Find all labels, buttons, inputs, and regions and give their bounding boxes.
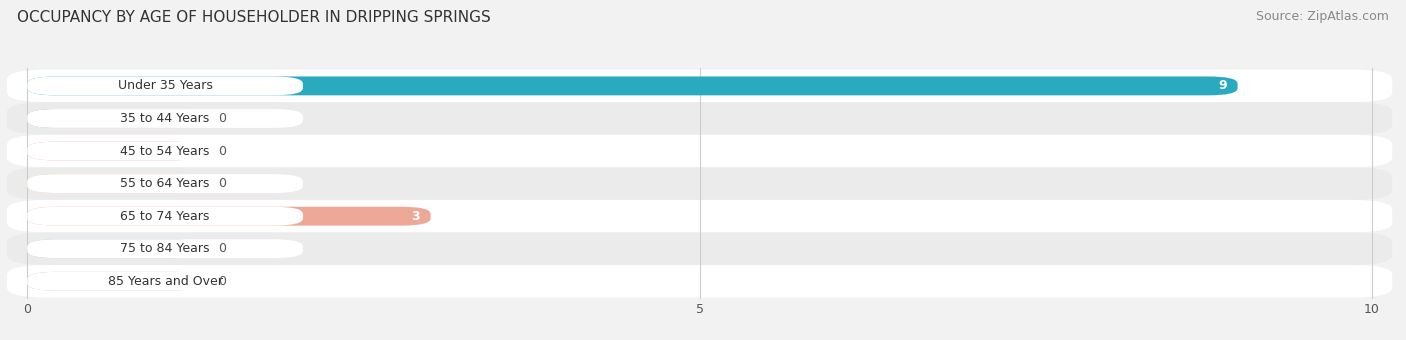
FancyBboxPatch shape <box>27 239 202 258</box>
Text: 0: 0 <box>218 144 226 157</box>
Text: 45 to 54 Years: 45 to 54 Years <box>121 144 209 157</box>
FancyBboxPatch shape <box>27 272 202 291</box>
Text: 0: 0 <box>218 242 226 255</box>
Text: 85 Years and Over: 85 Years and Over <box>108 275 222 288</box>
Text: 0: 0 <box>218 177 226 190</box>
Text: Source: ZipAtlas.com: Source: ZipAtlas.com <box>1256 10 1389 23</box>
Text: 55 to 64 Years: 55 to 64 Years <box>121 177 209 190</box>
FancyBboxPatch shape <box>27 272 302 291</box>
FancyBboxPatch shape <box>27 76 302 95</box>
FancyBboxPatch shape <box>27 207 430 226</box>
Text: 0: 0 <box>218 112 226 125</box>
Text: 75 to 84 Years: 75 to 84 Years <box>121 242 209 255</box>
FancyBboxPatch shape <box>27 109 302 128</box>
Text: 0: 0 <box>218 275 226 288</box>
FancyBboxPatch shape <box>27 141 202 160</box>
FancyBboxPatch shape <box>27 76 1237 95</box>
FancyBboxPatch shape <box>27 207 302 226</box>
Text: 65 to 74 Years: 65 to 74 Years <box>121 210 209 223</box>
Text: 9: 9 <box>1218 80 1227 92</box>
Text: 35 to 44 Years: 35 to 44 Years <box>121 112 209 125</box>
FancyBboxPatch shape <box>27 174 302 193</box>
FancyBboxPatch shape <box>7 135 1392 167</box>
Text: 3: 3 <box>412 210 420 223</box>
FancyBboxPatch shape <box>7 233 1392 265</box>
FancyBboxPatch shape <box>7 102 1392 135</box>
FancyBboxPatch shape <box>27 174 202 193</box>
Text: OCCUPANCY BY AGE OF HOUSEHOLDER IN DRIPPING SPRINGS: OCCUPANCY BY AGE OF HOUSEHOLDER IN DRIPP… <box>17 10 491 25</box>
FancyBboxPatch shape <box>7 167 1392 200</box>
Text: Under 35 Years: Under 35 Years <box>118 80 212 92</box>
FancyBboxPatch shape <box>27 109 202 128</box>
FancyBboxPatch shape <box>27 141 302 160</box>
FancyBboxPatch shape <box>7 265 1392 298</box>
FancyBboxPatch shape <box>7 200 1392 233</box>
FancyBboxPatch shape <box>7 70 1392 102</box>
FancyBboxPatch shape <box>27 239 302 258</box>
